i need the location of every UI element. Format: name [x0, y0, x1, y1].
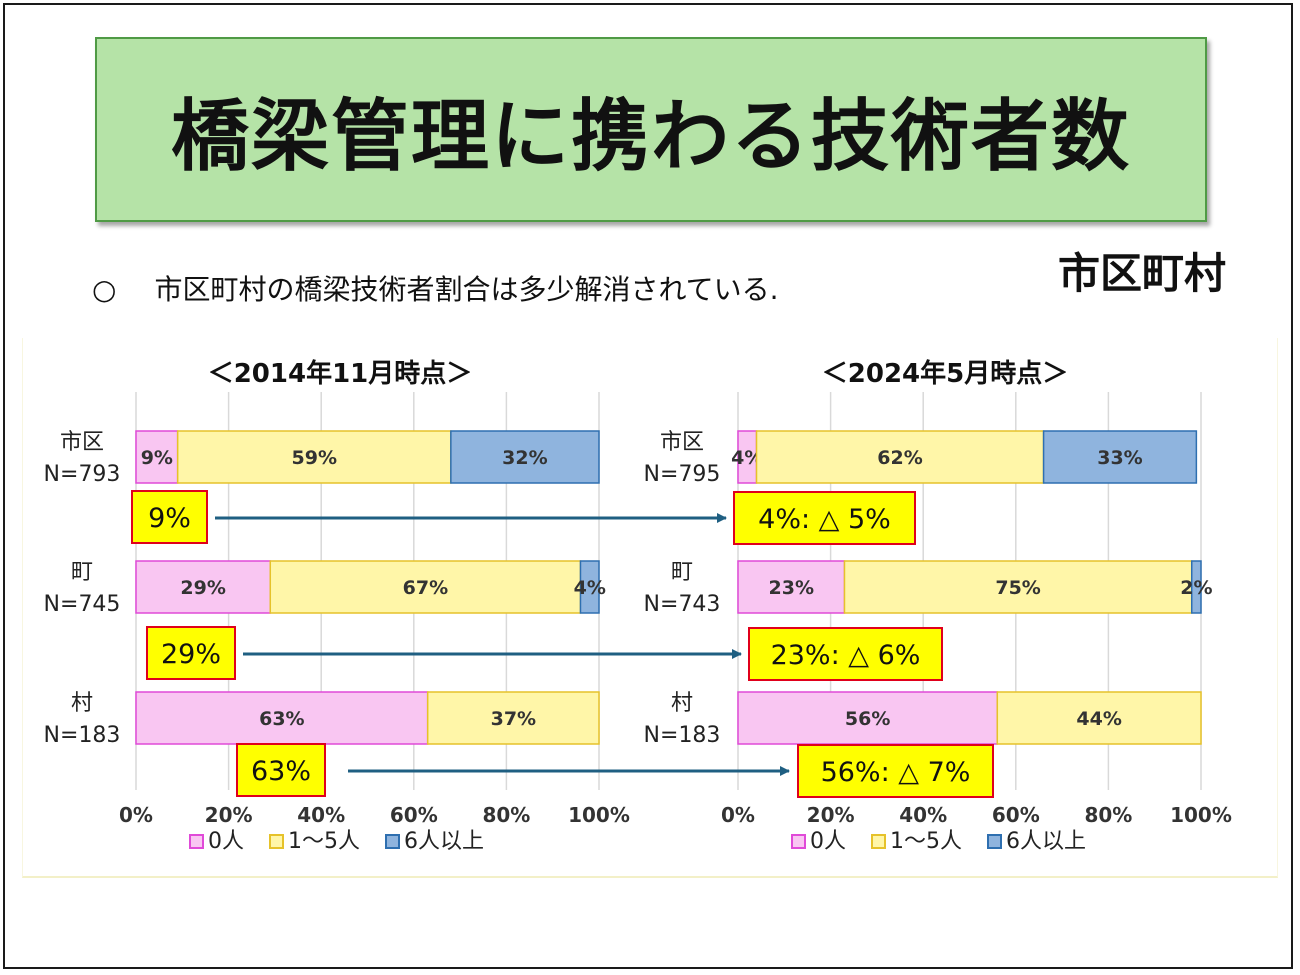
bar-segment — [1042, 430, 1198, 484]
data-label: 2% — [1180, 577, 1212, 599]
bar-segment — [1190, 560, 1202, 614]
data-label: 67% — [403, 577, 448, 599]
bar-segment — [843, 560, 1193, 614]
legend-label: 6人以上 — [1006, 829, 1086, 854]
chart-title: ＜2014年11月時点＞ — [208, 358, 473, 389]
category-label: 村 — [671, 691, 693, 716]
callout-box-before — [236, 743, 326, 797]
callout-box-after — [797, 744, 994, 798]
legend-label: 0人 — [810, 829, 846, 854]
bar-segment — [269, 560, 582, 614]
legend-label: 6人以上 — [404, 829, 484, 854]
legend-swatch — [269, 834, 284, 849]
bar-segment — [135, 560, 272, 614]
x-tick-label: 80% — [1084, 803, 1132, 827]
data-label: 44% — [1076, 708, 1121, 730]
callout-box-before — [146, 626, 236, 680]
data-label: 29% — [180, 577, 225, 599]
category-label: 村 — [71, 691, 93, 716]
x-tick-label: 0% — [119, 803, 153, 827]
callout-value-before: 63% — [251, 756, 311, 787]
bullet-text: 市区町村の橋梁技術者割合は多少解消されている. — [154, 273, 779, 306]
slide-frame — [3, 3, 1293, 969]
bar-segment — [135, 430, 179, 484]
callout-value-after: 56%: △ 7% — [821, 757, 971, 788]
subject-label: 市区町村 — [1058, 249, 1227, 298]
bar-segment — [450, 430, 600, 484]
chart-title: ＜2024年5月時点＞ — [822, 358, 1068, 389]
callout-value-after: 23%: △ 6% — [771, 640, 921, 671]
bar-segment — [755, 430, 1045, 484]
data-label: 4% — [731, 447, 763, 469]
bar-segment — [135, 691, 429, 745]
x-tick-label: 60% — [992, 803, 1040, 827]
bar-segment — [426, 691, 600, 745]
callout-value-before: 29% — [161, 639, 221, 670]
x-tick-label: 20% — [205, 803, 253, 827]
data-label: 63% — [259, 708, 304, 730]
legend-swatch — [987, 834, 1002, 849]
bar-segment — [996, 691, 1202, 745]
bar-segment — [579, 560, 600, 614]
x-tick-label: 40% — [899, 803, 947, 827]
bar-segment — [737, 560, 846, 614]
callout-box-after — [748, 627, 943, 681]
data-label: 32% — [502, 447, 547, 469]
legend-label: 1～5人 — [288, 829, 360, 854]
callout-value-before: 9% — [148, 503, 191, 534]
x-tick-label: 40% — [297, 803, 345, 827]
category-label: 市区 — [60, 430, 104, 455]
chart-area — [22, 338, 1278, 878]
data-label: 62% — [877, 447, 922, 469]
category-n-label: N=793 — [44, 462, 121, 487]
category-n-label: N=183 — [44, 723, 121, 748]
x-tick-label: 60% — [390, 803, 438, 827]
legend-label: 1～5人 — [890, 829, 962, 854]
data-label: 9% — [141, 447, 173, 469]
data-label: 37% — [491, 708, 536, 730]
callout-value-after: 4%: △ 5% — [758, 504, 891, 535]
x-tick-label: 20% — [807, 803, 855, 827]
legend-swatch — [791, 834, 806, 849]
x-tick-label: 100% — [568, 803, 630, 827]
data-label: 4% — [574, 577, 606, 599]
category-label: 市区 — [660, 430, 704, 455]
data-label: 75% — [995, 577, 1040, 599]
category-n-label: N=183 — [644, 723, 721, 748]
data-label: 23% — [769, 577, 814, 599]
bullet-line: ○ 市区町村の橋梁技術者割合は多少解消されている. — [92, 268, 779, 308]
title-banner: 橋梁管理に携わる技術者数 — [95, 37, 1207, 222]
bullet-circle-icon: ○ — [92, 273, 117, 306]
category-label: 町 — [71, 560, 93, 585]
data-label: 56% — [845, 708, 890, 730]
category-n-label: N=745 — [44, 592, 121, 617]
x-tick-label: 80% — [482, 803, 530, 827]
page-title: 橋梁管理に携わる技術者数 — [170, 90, 1131, 182]
data-label: 33% — [1097, 447, 1142, 469]
callout-box-before — [131, 490, 208, 544]
x-tick-label: 100% — [1170, 803, 1232, 827]
callout-box-after — [733, 491, 916, 545]
legend-label: 0人 — [208, 829, 244, 854]
legend-swatch — [189, 834, 204, 849]
category-n-label: N=795 — [644, 462, 721, 487]
category-label: 町 — [671, 560, 693, 585]
data-label: 59% — [292, 447, 337, 469]
legend-swatch — [385, 834, 400, 849]
x-tick-label: 0% — [721, 803, 755, 827]
category-n-label: N=743 — [644, 592, 721, 617]
legend-swatch — [871, 834, 886, 849]
